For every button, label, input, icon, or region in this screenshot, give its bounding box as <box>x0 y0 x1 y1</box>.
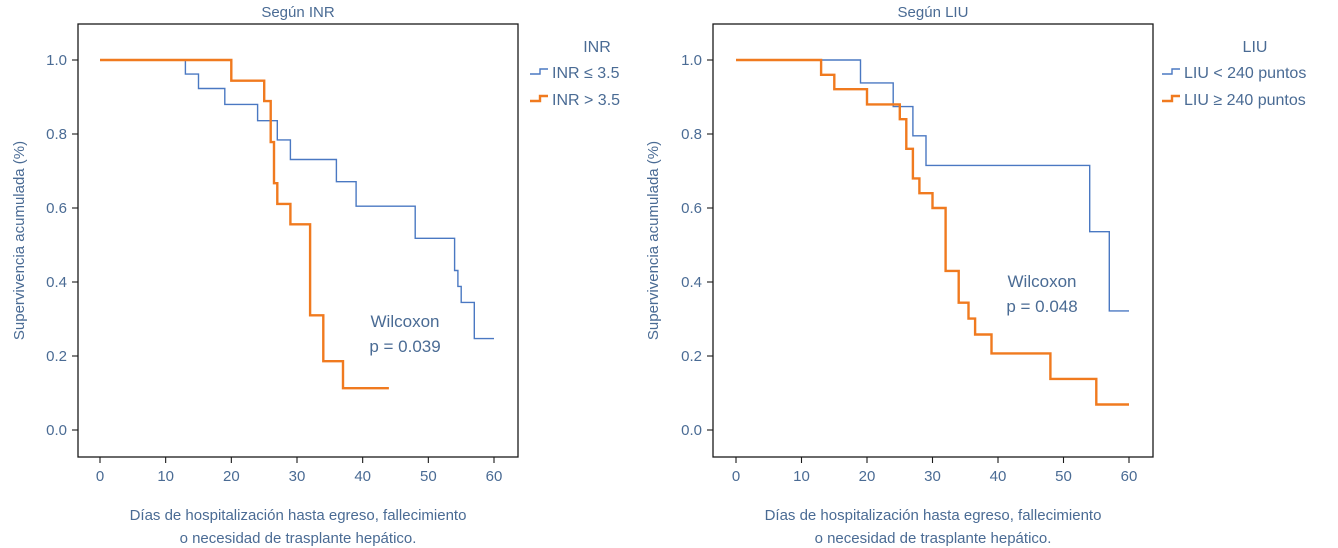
y-tick-label: 1.0 <box>681 52 702 69</box>
y-tick-label: 0.6 <box>681 200 702 217</box>
plot-frame <box>77 23 519 458</box>
series-line-blue <box>100 59 494 340</box>
legend-swatch <box>530 94 548 103</box>
legend-swatch <box>1162 68 1180 75</box>
legend-swatch <box>530 68 548 75</box>
y-tick-label: 0.8 <box>681 126 702 143</box>
x-tick-label: 60 <box>486 468 503 485</box>
x-tick-label: 20 <box>859 468 876 485</box>
y-tick-label: 0.4 <box>681 274 702 291</box>
y-axis-title: Supervivencia acumulada (%) <box>645 141 662 340</box>
x-tick-label: 50 <box>420 468 437 485</box>
x-tick-label: 10 <box>157 468 174 485</box>
wilcoxon-annotation: p = 0.048 <box>1006 297 1077 316</box>
y-tick-label: 0.4 <box>46 274 67 291</box>
chart-title: Según LIU <box>898 4 969 21</box>
x-axis-title-line: Días de hospitalización hasta egreso, fa… <box>130 507 467 524</box>
wilcoxon-annotation: p = 0.039 <box>369 337 440 356</box>
x-tick-label: 40 <box>990 468 1007 485</box>
x-tick-label: 30 <box>289 468 306 485</box>
y-tick-label: 0.6 <box>46 200 67 217</box>
y-tick-label: 0.0 <box>46 422 67 439</box>
y-tick-label: 0.2 <box>46 348 67 365</box>
legend-label: LIU ≥ 240 puntos <box>1184 92 1306 109</box>
chart-panel-liu: Según LIU 0 10 20 30 40 50 60 0.0 0.2 0.4 0.6 0.8 1.0… <box>645 4 1306 547</box>
x-tick-label: 30 <box>924 468 941 485</box>
x-tick-label: 0 <box>732 468 740 485</box>
series-line-orange <box>100 58 389 390</box>
x-tick-label: 50 <box>1055 468 1072 485</box>
chart-panel-inr: Según INR 0 10 20 30 40 50 60 0.0 0.2 0.4 0.6 0.8 1.0… <box>11 4 620 547</box>
series-line-blue <box>736 59 1129 312</box>
wilcoxon-annotation: Wilcoxon <box>1008 272 1077 291</box>
plot-frame <box>712 23 1154 458</box>
legend-label: LIU < 240 puntos <box>1184 65 1306 82</box>
x-axis-title-line: Días de hospitalización hasta egreso, fa… <box>765 507 1102 524</box>
x-tick-label: 0 <box>96 468 104 485</box>
legend-label: INR > 3.5 <box>552 92 620 109</box>
x-tick-label: 60 <box>1121 468 1138 485</box>
legend-swatch <box>1162 94 1180 103</box>
legend-title: LIU <box>1243 39 1268 56</box>
x-tick-label: 40 <box>354 468 371 485</box>
legend-label: INR ≤ 3.5 <box>552 65 620 82</box>
series-line-orange <box>736 58 1129 406</box>
x-axis-title-line: o necesidad de trasplante hepático. <box>180 530 417 547</box>
x-tick-label: 10 <box>793 468 810 485</box>
y-tick-label: 0.2 <box>681 348 702 365</box>
x-tick-label: 20 <box>223 468 240 485</box>
y-tick-label: 1.0 <box>46 52 67 69</box>
y-tick-label: 0.8 <box>46 126 67 143</box>
y-tick-label: 0.0 <box>681 422 702 439</box>
y-axis-title: Supervivencia acumulada (%) <box>11 141 28 340</box>
legend-title: INR <box>583 39 611 56</box>
chart-title: Según INR <box>261 4 335 21</box>
wilcoxon-annotation: Wilcoxon <box>371 312 440 331</box>
x-axis-title-line: o necesidad de trasplante hepático. <box>815 530 1052 547</box>
